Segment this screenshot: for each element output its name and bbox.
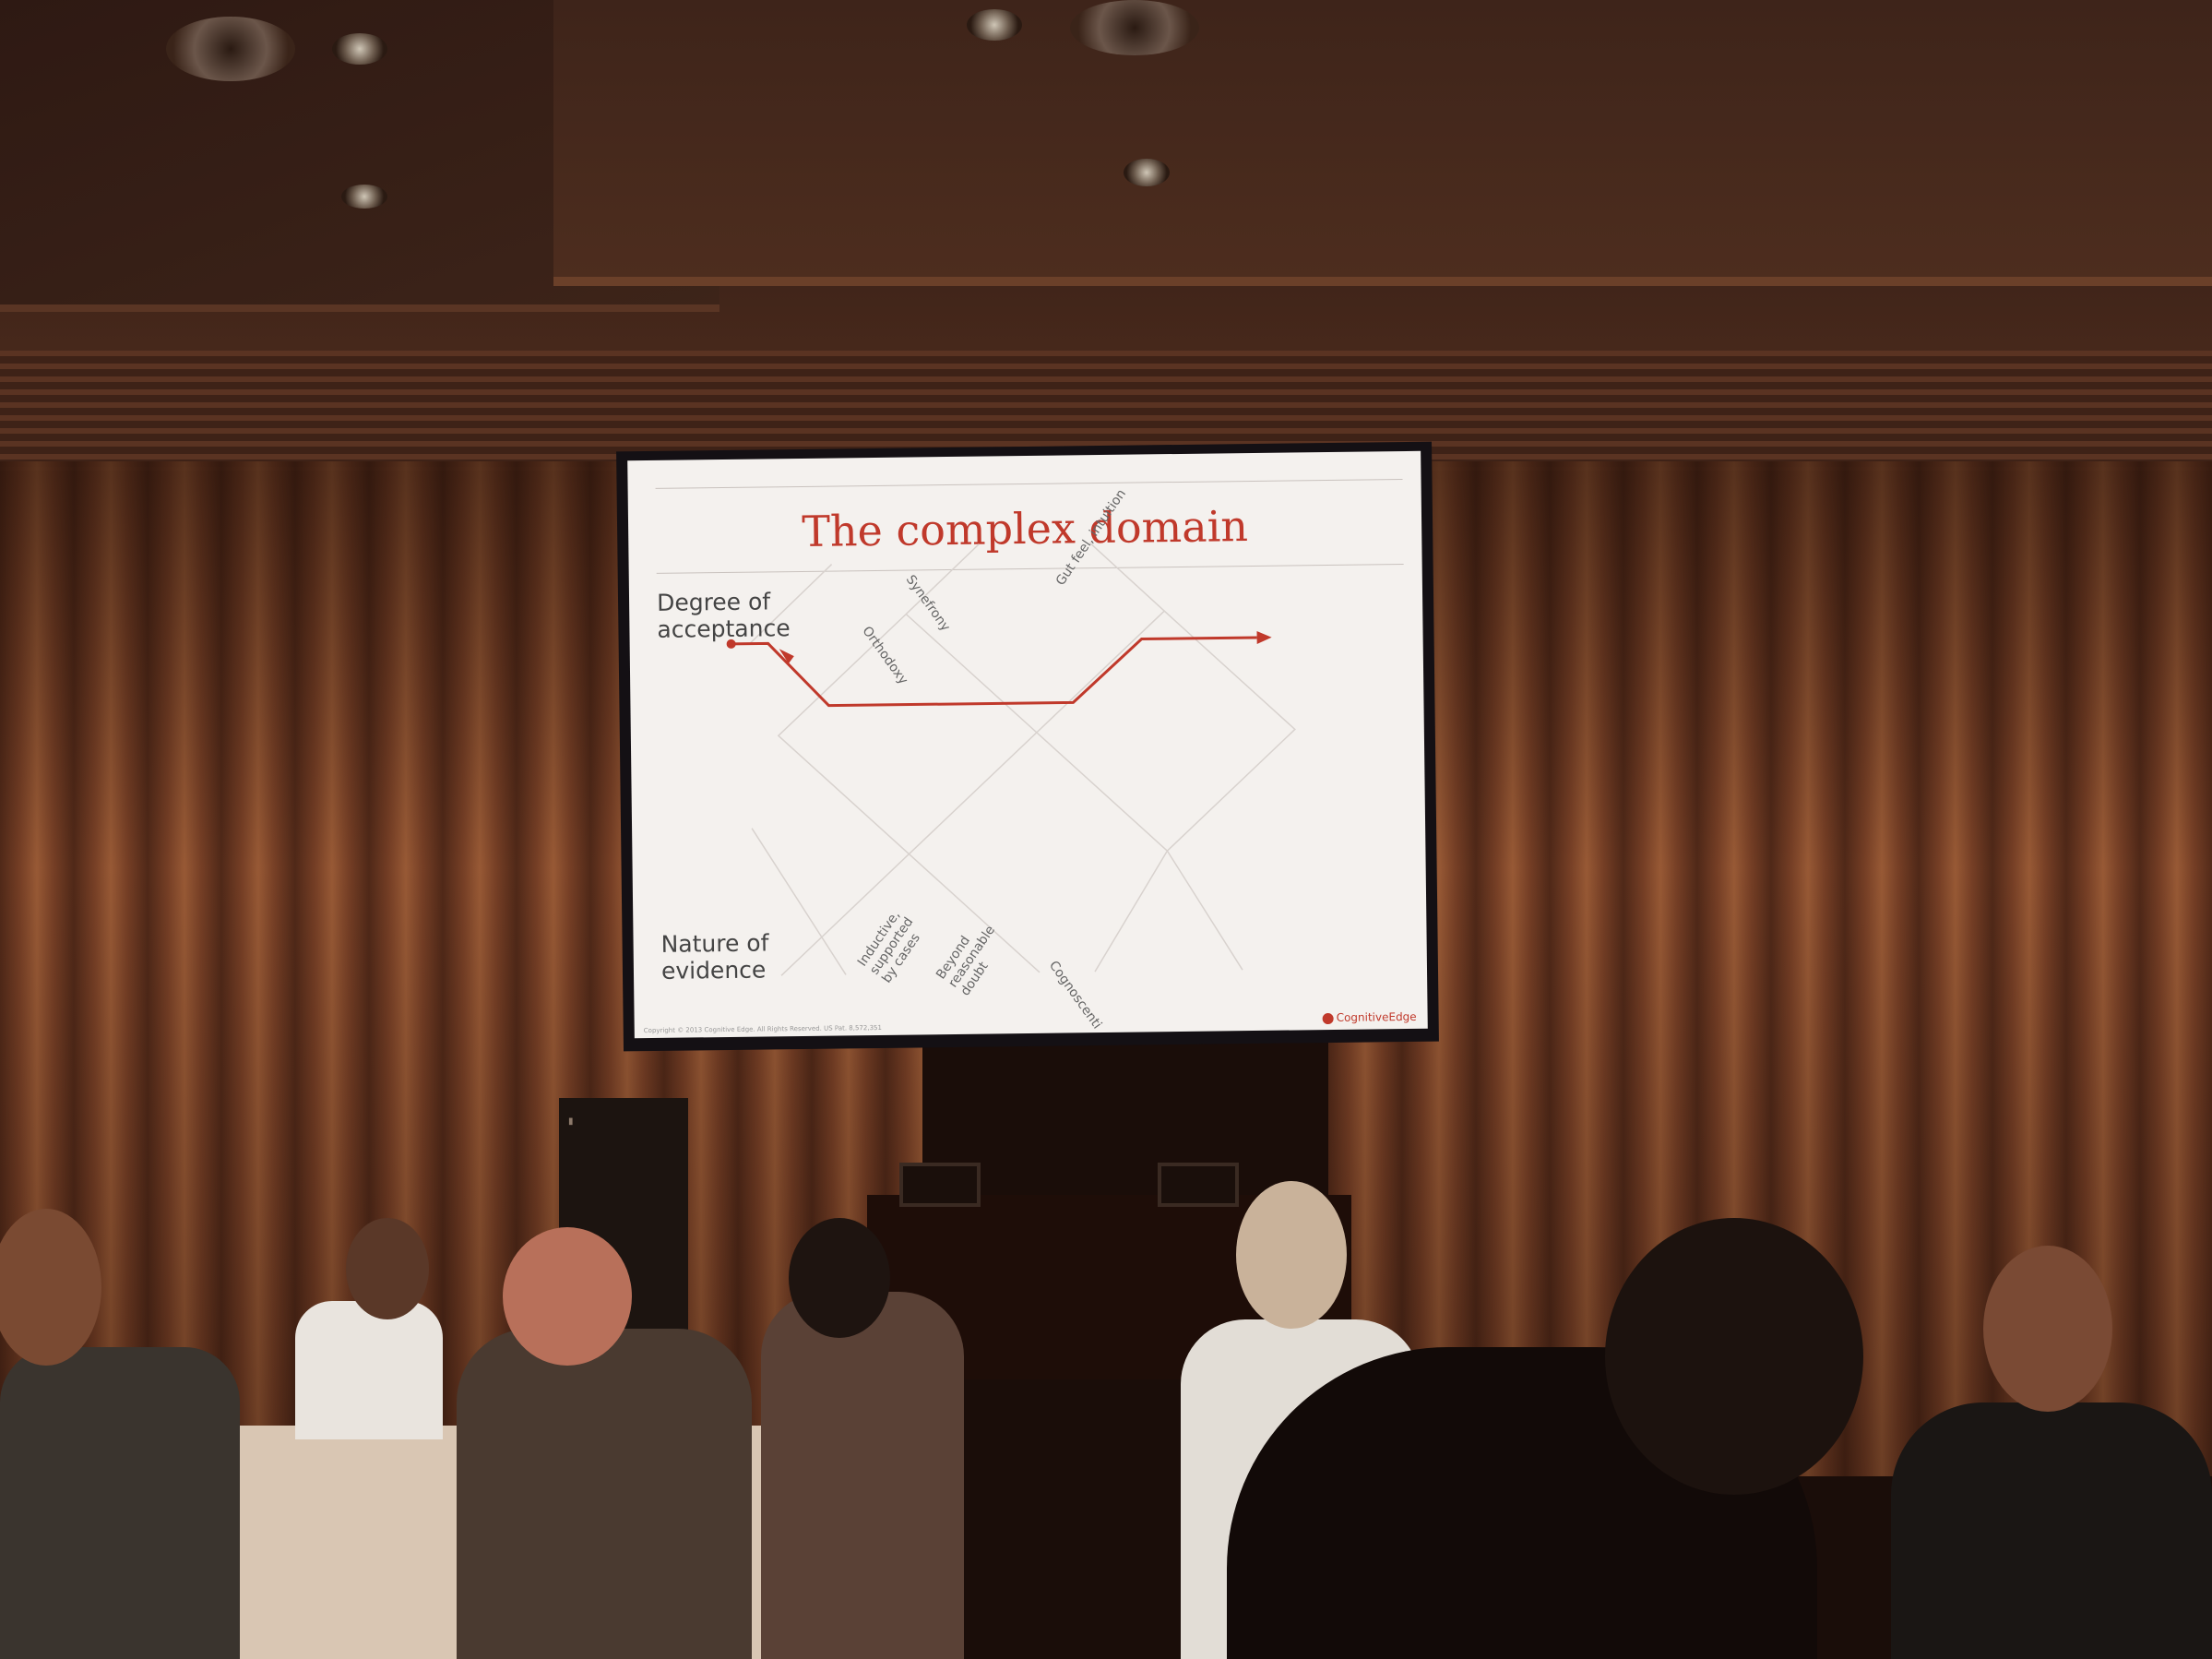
ceiling-beam [553, 0, 2212, 286]
audience-member [1891, 1402, 2212, 1659]
label-degree-of-acceptance: Degree of acceptance [656, 588, 791, 643]
audience-member [761, 1292, 964, 1659]
ceiling-light [332, 33, 387, 65]
ceiling-light [341, 185, 387, 209]
ceiling-light [1124, 159, 1170, 186]
audience-member [295, 1301, 443, 1439]
ceiling-vent [1070, 0, 1199, 55]
audience-head [346, 1218, 429, 1319]
ceiling-vent [166, 17, 295, 81]
stage-chair [1158, 1163, 1239, 1207]
cognitive-edge-logo: CognitiveEdge [1322, 1009, 1417, 1024]
ceiling-light [967, 9, 1022, 41]
audience-member [0, 1347, 240, 1659]
label-nature-of-evidence: Nature of evidence [660, 929, 769, 985]
audience-head [0, 1209, 101, 1366]
logo-text: CognitiveEdge [1336, 1009, 1417, 1024]
audience-head [789, 1218, 890, 1338]
audience-member [457, 1329, 752, 1659]
logo-icon [1322, 1012, 1334, 1024]
audience-head [503, 1227, 632, 1366]
banner-logo-icon: ▮ [568, 1116, 574, 1127]
audience-head [1236, 1181, 1347, 1329]
stage-chair [899, 1163, 981, 1207]
audience-head [1605, 1218, 1863, 1495]
audience-head [1983, 1246, 2112, 1412]
projector-screen: The complex domain Degree of acceptance … [627, 450, 1428, 1039]
cynefin-diagram [726, 542, 1296, 976]
